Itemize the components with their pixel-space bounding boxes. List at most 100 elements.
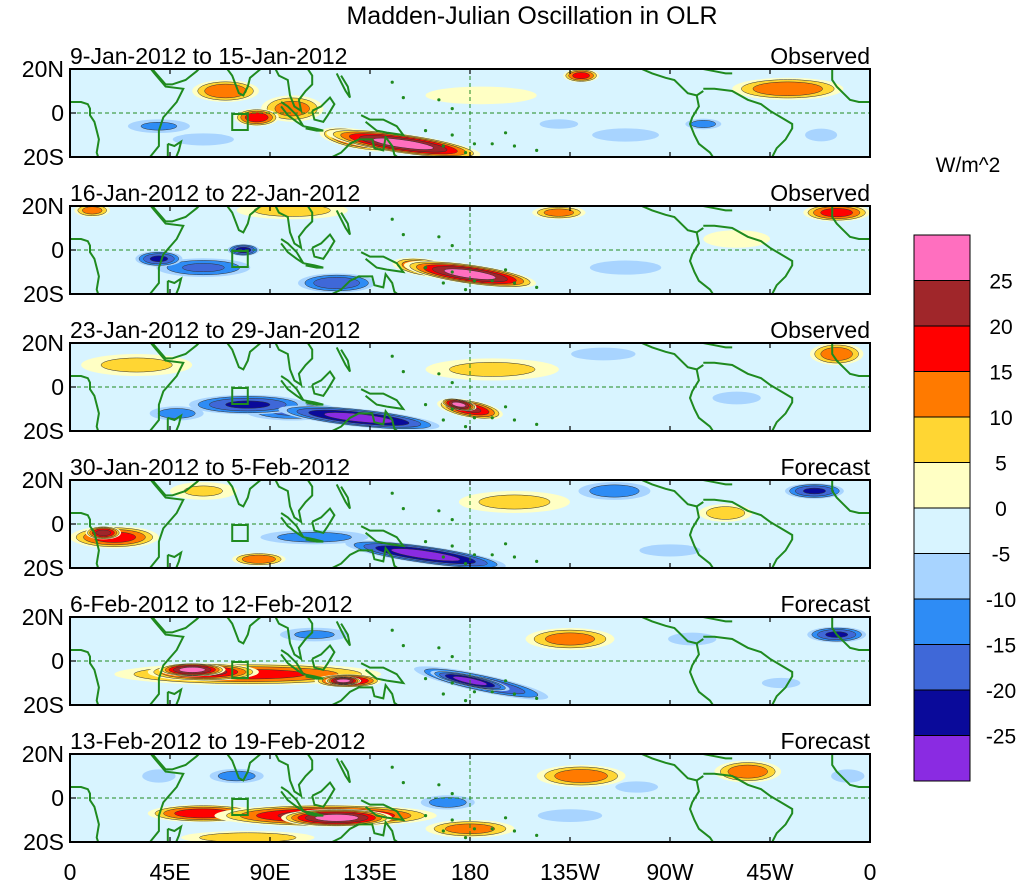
colorbar-swatch xyxy=(913,644,971,691)
x-tick-label: 0 xyxy=(64,859,77,885)
olr-contour xyxy=(157,408,196,419)
island-marker xyxy=(423,403,428,407)
panel-period-label: 13-Feb-2012 to 19-Feb-2012 xyxy=(70,728,365,754)
island-marker xyxy=(463,562,468,566)
coastline-overlay xyxy=(70,754,870,842)
colorbar-tick-label: 5 xyxy=(995,453,1007,476)
island-marker xyxy=(450,544,454,548)
island-marker xyxy=(441,418,445,422)
island-marker xyxy=(401,644,405,648)
olr-contour xyxy=(639,544,701,557)
island-marker xyxy=(423,677,428,681)
island-marker xyxy=(401,507,405,511)
y-tick-label: 20S xyxy=(23,692,64,718)
island-marker xyxy=(441,829,445,833)
island-marker xyxy=(450,407,454,411)
island-marker xyxy=(423,540,428,544)
olr-contour xyxy=(554,769,608,783)
island-marker xyxy=(503,816,508,820)
island-marker xyxy=(423,266,428,270)
island-marker xyxy=(472,416,477,420)
olr-contour xyxy=(805,128,838,142)
coastline-overlay xyxy=(70,343,870,431)
island-marker xyxy=(512,555,517,559)
olr-contour xyxy=(314,814,359,822)
island-marker xyxy=(503,268,508,272)
olr-contour xyxy=(172,133,234,146)
island-marker xyxy=(441,692,445,696)
colorbar-swatch xyxy=(913,507,971,554)
x-tick-label: 45E xyxy=(150,859,191,885)
island-marker xyxy=(503,131,508,135)
island-marker xyxy=(535,559,539,564)
y-tick-label: 0 xyxy=(51,648,64,674)
island-marker xyxy=(512,281,517,285)
y-tick-label: 20N xyxy=(22,193,64,219)
olr-contour xyxy=(831,769,865,783)
colorbar-swatch xyxy=(913,234,971,281)
colorbar-tick-label: 25 xyxy=(989,271,1012,294)
island-marker xyxy=(490,416,494,420)
map-panel: 30-Jan-2012 to 5-Feb-2012 Forecast 20N 0 20S xyxy=(22,454,871,581)
olr-contour xyxy=(149,255,169,262)
reference-box xyxy=(231,524,249,542)
coastline-overlay xyxy=(70,617,870,705)
olr-contour xyxy=(615,781,659,793)
olr-contour xyxy=(752,81,823,96)
olr-contour xyxy=(703,230,770,248)
y-tick-label: 20N xyxy=(22,330,64,356)
panel-period-label: 9-Jan-2012 to 15-Jan-2012 xyxy=(70,43,347,69)
island-marker xyxy=(503,405,508,409)
y-tick-label: 0 xyxy=(51,785,64,811)
colorbar-swatch xyxy=(913,735,971,782)
island-marker xyxy=(463,288,468,292)
reference-box xyxy=(231,661,249,679)
olr-contour xyxy=(425,86,537,105)
x-tick-label: 90E xyxy=(250,859,291,885)
island-marker xyxy=(490,142,494,146)
olr-contour xyxy=(592,128,659,142)
olr-contour xyxy=(820,347,853,361)
colorbar-tick-label: -5 xyxy=(992,544,1011,567)
colorbar-swatch xyxy=(913,325,971,372)
island-marker xyxy=(535,148,539,152)
olr-contour xyxy=(443,268,497,280)
island-marker xyxy=(512,144,517,148)
island-marker xyxy=(472,553,477,557)
y-tick-label: 20S xyxy=(23,829,64,855)
olr-contour xyxy=(544,632,596,646)
y-tick-label: 0 xyxy=(51,237,64,263)
panel-period-label: 23-Jan-2012 to 29-Jan-2012 xyxy=(70,317,360,343)
olr-contour xyxy=(244,112,269,123)
colorbar-tick-label: -25 xyxy=(986,726,1016,749)
island-marker xyxy=(512,829,517,833)
island-marker xyxy=(450,107,454,111)
island-marker xyxy=(503,542,508,546)
colorbar-tick-label: -15 xyxy=(986,635,1016,658)
y-tick-label: 20S xyxy=(23,555,64,581)
colorbar-swatch xyxy=(913,371,971,418)
island-marker xyxy=(463,836,468,840)
island-marker xyxy=(390,354,394,358)
olr-contour xyxy=(727,764,768,779)
island-marker xyxy=(490,553,494,557)
panel-status-label: Observed xyxy=(770,317,870,343)
olr-contour xyxy=(803,487,826,495)
colorbar-swatch xyxy=(913,598,971,645)
map-panel: 16-Jan-2012 to 22-Jan-2012 Observed 20N 0 20… xyxy=(22,180,871,307)
island-marker xyxy=(450,133,454,137)
map-panel: 23-Jan-2012 to 29-Jan-2012 Observed 20N 0 20… xyxy=(22,317,871,444)
island-marker xyxy=(450,655,454,659)
panel-status-label: Forecast xyxy=(781,454,871,480)
y-tick-label: 20N xyxy=(22,604,64,630)
olr-contour xyxy=(199,832,297,842)
map-panel: 13-Feb-2012 to 19-Feb-2012 Forecast 20N 0 20… xyxy=(22,728,871,855)
colorbar-tick-label: 0 xyxy=(995,498,1007,521)
olr-contour xyxy=(543,208,574,217)
island-marker xyxy=(472,827,477,831)
island-marker xyxy=(390,765,394,769)
island-marker xyxy=(401,233,405,237)
y-tick-label: 20N xyxy=(22,467,64,493)
panel-period-label: 16-Jan-2012 to 22-Jan-2012 xyxy=(70,180,360,206)
y-tick-label: 20S xyxy=(23,281,64,307)
